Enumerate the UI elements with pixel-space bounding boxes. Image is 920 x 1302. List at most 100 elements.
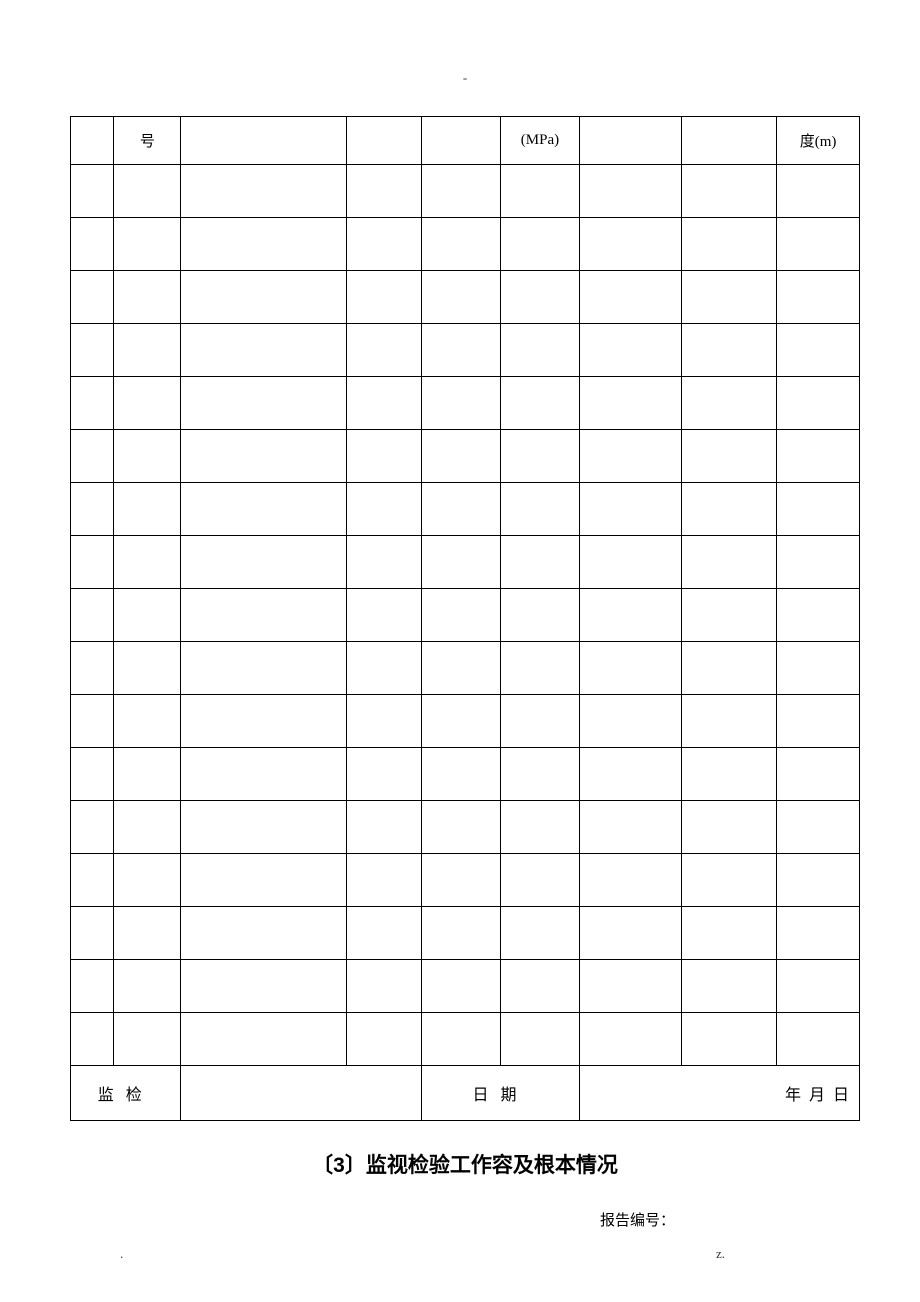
table-cell [500, 1013, 579, 1066]
header-cell-9: 度(m) [777, 117, 860, 165]
table-cell [682, 748, 777, 801]
header-cell-2: 号 [114, 117, 181, 165]
table-cell [114, 1013, 181, 1066]
footer-inspector-value [181, 1066, 422, 1121]
table-cell [114, 748, 181, 801]
table-cell [71, 483, 114, 536]
table-cell [682, 642, 777, 695]
table-cell [500, 377, 579, 430]
table-cell [777, 165, 860, 218]
table-cell [71, 907, 114, 960]
table-row [71, 854, 860, 907]
section-title: 〔3〕监视检验工作容及根本情况 [70, 1149, 860, 1179]
table-cell [181, 589, 347, 642]
table-cell [422, 1013, 501, 1066]
table-cell [682, 589, 777, 642]
table-cell [579, 324, 682, 377]
table-cell [71, 695, 114, 748]
table-cell [422, 854, 501, 907]
table-cell [181, 907, 347, 960]
table-cell [777, 430, 860, 483]
table-cell [682, 801, 777, 854]
table-cell [579, 907, 682, 960]
inspection-table: 号 (MPa) 度(m) 监检 日期 年 月 日 [70, 116, 860, 1121]
table-cell [114, 907, 181, 960]
table-cell [114, 960, 181, 1013]
table-cell [422, 589, 501, 642]
table-row [71, 536, 860, 589]
table-row [71, 430, 860, 483]
table-row [71, 483, 860, 536]
table-cell [422, 907, 501, 960]
table-cell [181, 165, 347, 218]
table-cell [777, 642, 860, 695]
table-cell [500, 960, 579, 1013]
footer-label-inspector: 监检 [71, 1066, 181, 1121]
table-cell [347, 907, 422, 960]
table-row [71, 1013, 860, 1066]
table-cell [114, 589, 181, 642]
table-cell [71, 748, 114, 801]
table-cell [347, 1013, 422, 1066]
table-cell [422, 960, 501, 1013]
table-cell [579, 165, 682, 218]
table-cell [500, 536, 579, 589]
table-cell [579, 801, 682, 854]
header-cell-8 [682, 117, 777, 165]
table-cell [777, 271, 860, 324]
table-cell [422, 695, 501, 748]
table-cell [682, 907, 777, 960]
top-mark: - [70, 70, 860, 86]
table-cell [682, 483, 777, 536]
table-cell [422, 536, 501, 589]
table-cell [777, 483, 860, 536]
table-cell [579, 589, 682, 642]
document-page: - 号 (MPa) 度(m) 监检 日期 年 月 日 〔3〕监视检验工作容及根本… [0, 0, 920, 1260]
table-cell [181, 695, 347, 748]
table-row [71, 960, 860, 1013]
table-cell [114, 642, 181, 695]
table-cell [181, 324, 347, 377]
header-cell-4 [347, 117, 422, 165]
footer-label-date: 日期 [422, 1066, 580, 1121]
table-cell [347, 960, 422, 1013]
table-cell [777, 960, 860, 1013]
table-cell [114, 218, 181, 271]
table-cell [181, 748, 347, 801]
table-cell [347, 483, 422, 536]
footer-date-value: 年 月 日 [579, 1066, 859, 1121]
table-cell [181, 536, 347, 589]
table-cell [682, 854, 777, 907]
table-cell [500, 324, 579, 377]
header-cell-5 [422, 117, 501, 165]
table-cell [500, 271, 579, 324]
table-cell [579, 695, 682, 748]
table-cell [71, 430, 114, 483]
table-cell [682, 960, 777, 1013]
table-cell [71, 218, 114, 271]
table-cell [500, 748, 579, 801]
table-cell [347, 589, 422, 642]
table-cell [114, 483, 181, 536]
table-cell [682, 271, 777, 324]
table-cell [71, 960, 114, 1013]
table-cell [114, 430, 181, 483]
table-cell [500, 801, 579, 854]
table-cell [682, 218, 777, 271]
table-cell [71, 271, 114, 324]
table-cell [347, 430, 422, 483]
table-cell [181, 801, 347, 854]
table-cell [500, 165, 579, 218]
table-row [71, 324, 860, 377]
table-cell [579, 854, 682, 907]
table-cell [347, 377, 422, 430]
table-cell [777, 801, 860, 854]
table-cell [347, 748, 422, 801]
table-cell [422, 642, 501, 695]
table-cell [579, 960, 682, 1013]
table-cell [777, 907, 860, 960]
table-cell [114, 377, 181, 430]
table-cell [777, 536, 860, 589]
table-cell [777, 324, 860, 377]
table-cell [682, 377, 777, 430]
